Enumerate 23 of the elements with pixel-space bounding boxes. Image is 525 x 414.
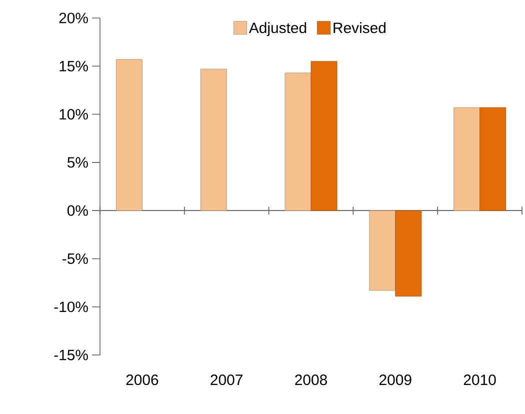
x-tick-label: 2010 — [464, 374, 496, 386]
bar — [310, 61, 338, 211]
bar — [116, 59, 142, 211]
y-tick-label: 10% — [60, 108, 88, 120]
legend-label: Revised — [334, 22, 386, 34]
x-tick-label: 2006 — [126, 374, 158, 386]
y-tick-label: -15% — [54, 350, 88, 360]
y-tick-label: 15% — [60, 60, 88, 72]
bar — [369, 210, 396, 291]
legend-label: Adjusted — [248, 22, 306, 36]
y-tick-label: 5% — [67, 157, 88, 168]
x-tick-label: 2009 — [380, 374, 412, 386]
x-tick-label: 2008 — [295, 374, 327, 386]
y-tick-label: 0% — [67, 205, 88, 216]
x-tick-label: 2007 — [210, 374, 242, 386]
bar — [200, 68, 227, 211]
bar — [454, 107, 480, 211]
bar — [480, 107, 506, 211]
y-tick-label: -5% — [62, 253, 88, 264]
bar — [284, 72, 312, 211]
y-tick-label: 20% — [59, 12, 88, 24]
y-tick-label: -10% — [54, 302, 88, 312]
bar — [395, 210, 422, 296]
